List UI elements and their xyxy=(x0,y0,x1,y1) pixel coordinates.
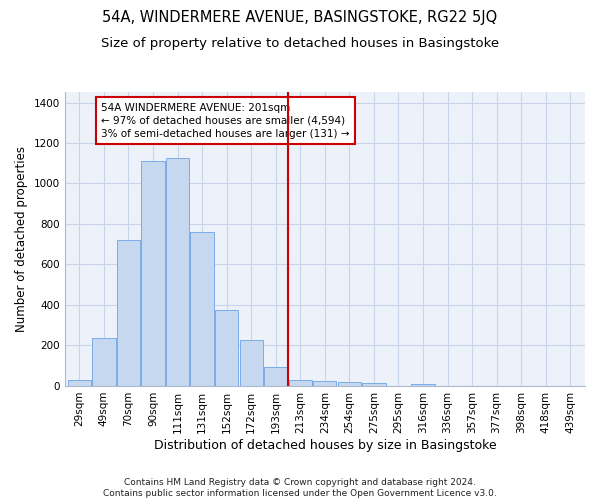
Bar xyxy=(289,380,312,386)
Text: Size of property relative to detached houses in Basingstoke: Size of property relative to detached ho… xyxy=(101,38,499,51)
Bar xyxy=(142,161,164,386)
Bar xyxy=(215,310,238,386)
Text: 54A WINDERMERE AVENUE: 201sqm
← 97% of detached houses are smaller (4,594)
3% of: 54A WINDERMERE AVENUE: 201sqm ← 97% of d… xyxy=(101,102,350,139)
Bar xyxy=(92,338,116,386)
Bar xyxy=(166,158,189,386)
Bar xyxy=(190,232,214,386)
Bar xyxy=(117,240,140,386)
Bar xyxy=(338,382,361,386)
Text: Contains HM Land Registry data © Crown copyright and database right 2024.
Contai: Contains HM Land Registry data © Crown c… xyxy=(103,478,497,498)
Bar xyxy=(313,380,337,386)
Bar xyxy=(362,382,386,386)
Bar xyxy=(264,368,287,386)
Bar xyxy=(239,340,263,386)
Text: 54A, WINDERMERE AVENUE, BASINGSTOKE, RG22 5JQ: 54A, WINDERMERE AVENUE, BASINGSTOKE, RG2… xyxy=(103,10,497,25)
Y-axis label: Number of detached properties: Number of detached properties xyxy=(15,146,28,332)
X-axis label: Distribution of detached houses by size in Basingstoke: Distribution of detached houses by size … xyxy=(154,440,496,452)
Bar xyxy=(412,384,434,386)
Bar xyxy=(68,380,91,386)
